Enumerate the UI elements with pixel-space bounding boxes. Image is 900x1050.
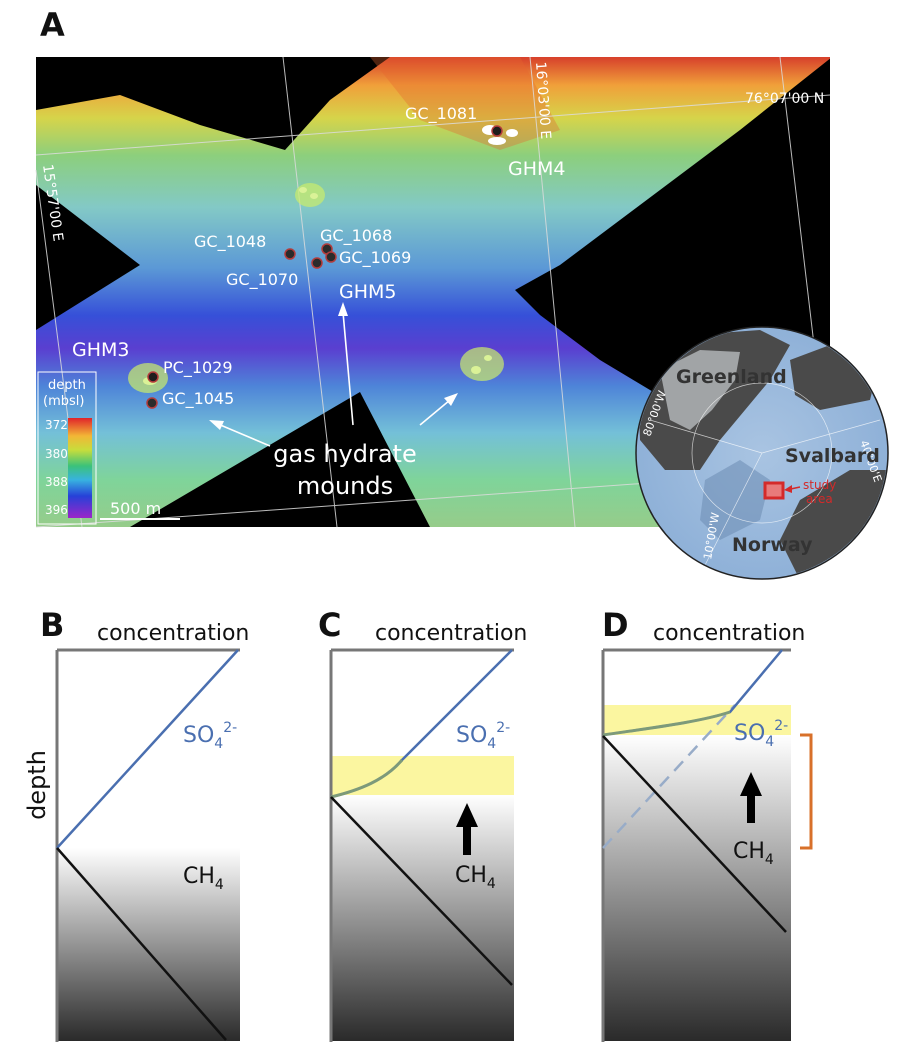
- site-marker-gc1045: [146, 397, 158, 409]
- site-label-gc1069: GC_1069: [339, 248, 411, 268]
- panel-letter-d: D: [602, 606, 629, 644]
- label-svalbard: Svalbard: [785, 445, 880, 467]
- legend-tick-396: 396: [45, 503, 68, 517]
- mixing-curve-c: [330, 759, 404, 799]
- site-marker-gc1070: [311, 257, 323, 269]
- study-area-label-2: area: [806, 492, 833, 506]
- site-label-gc1070: GC_1070: [226, 270, 298, 290]
- label-norway: Norway: [732, 534, 813, 556]
- site-marker-pc1029: [147, 371, 159, 383]
- bathymetry-map: 76°07'00 N 16°03'00 E 15°57'00 E: [35, 56, 831, 528]
- ch4-label-c: CH4: [455, 863, 496, 892]
- upward-flux-arrow-c: [456, 803, 478, 855]
- site-label-pc1029: PC_1029: [163, 358, 233, 378]
- depth-legend: depth (mbsl) 372 380 388 396: [37, 371, 97, 525]
- site-marker-gc1081: [491, 125, 503, 137]
- methane-zone-d: [603, 735, 791, 1041]
- upward-flux-arrow-d: [740, 772, 762, 823]
- concentration-label-b: concentration: [97, 621, 249, 646]
- panel-letter-a: A: [40, 6, 65, 44]
- site-label-gc1045: GC_1045: [162, 389, 234, 409]
- site-label-gc1048: GC_1048: [194, 232, 266, 252]
- scale-label: 500 m: [110, 499, 161, 518]
- callout-line-2: mounds: [297, 472, 393, 500]
- panel-letter-c: C: [318, 606, 342, 644]
- methane-zone-b: [57, 848, 240, 1041]
- callout-line-1: gas hydrate: [273, 440, 416, 468]
- profile-panel-b: concentration SO42- CH4: [55, 621, 249, 1042]
- shallow-ridge: [370, 57, 560, 150]
- sulfate-former-line-d: [602, 704, 736, 849]
- methane-line-d: [602, 735, 787, 933]
- panel-letter-b: B: [40, 606, 65, 644]
- deep-basin: [700, 460, 770, 540]
- legend-title-2: (mbsl): [43, 394, 84, 409]
- profile-panel-d: concentration SO42- CH4: [601, 621, 813, 1042]
- mound-label-ghm3: GHM3: [72, 339, 130, 361]
- ch4-label-b: CH4: [183, 864, 224, 893]
- lat-label: 76°07'00 N: [745, 91, 824, 107]
- legend-colorbar: [68, 418, 92, 518]
- study-area-label-1: study: [803, 478, 836, 492]
- mixing-curve-d: [602, 710, 731, 737]
- legend-tick-380: 380: [45, 447, 68, 461]
- so4-label-b: SO42-: [183, 720, 237, 752]
- study-area-box: [763, 481, 785, 500]
- label-greenland: Greenland: [676, 366, 787, 388]
- site-marker-gc1069: [325, 251, 337, 263]
- methane-line-b: [56, 847, 227, 1041]
- ch4-label-d: CH4: [733, 839, 774, 868]
- site-marker-gc1048: [284, 248, 296, 260]
- concentration-label-d: concentration: [653, 621, 805, 646]
- inset-globe: 80°00'W 40°00'E 10°00'W Greenland Svalba…: [635, 326, 889, 580]
- profile-panel-c: concentration SO42- CH4: [329, 621, 527, 1042]
- legend-tick-388: 388: [45, 475, 68, 489]
- methane-line-c: [330, 796, 513, 986]
- so4-label-d: SO42-: [734, 718, 788, 750]
- depth-axis-label: depth: [23, 750, 51, 820]
- displacement-bracket-d: [800, 733, 813, 850]
- concentration-label-c: concentration: [375, 621, 527, 646]
- mound-label-ghm4: GHM4: [508, 158, 566, 180]
- site-label-gc1081: GC_1081: [405, 104, 477, 124]
- lon-label-east: 16°03'00 E: [532, 61, 553, 140]
- site-label-gc1068: GC_1068: [320, 226, 392, 246]
- so4-label-c: SO42-: [456, 720, 510, 752]
- sulfate-line-b: [56, 649, 239, 849]
- methane-zone-c: [331, 795, 514, 1041]
- survey-coverage: [36, 57, 830, 527]
- legend-title-1: depth: [48, 378, 86, 393]
- mound-halos: [128, 183, 504, 393]
- core-sites: [146, 125, 503, 409]
- callout-arrows: [209, 302, 458, 447]
- greenland-ice: [660, 350, 740, 430]
- legend-tick-372: 372: [45, 418, 68, 432]
- mound-label-ghm5: GHM5: [339, 281, 397, 303]
